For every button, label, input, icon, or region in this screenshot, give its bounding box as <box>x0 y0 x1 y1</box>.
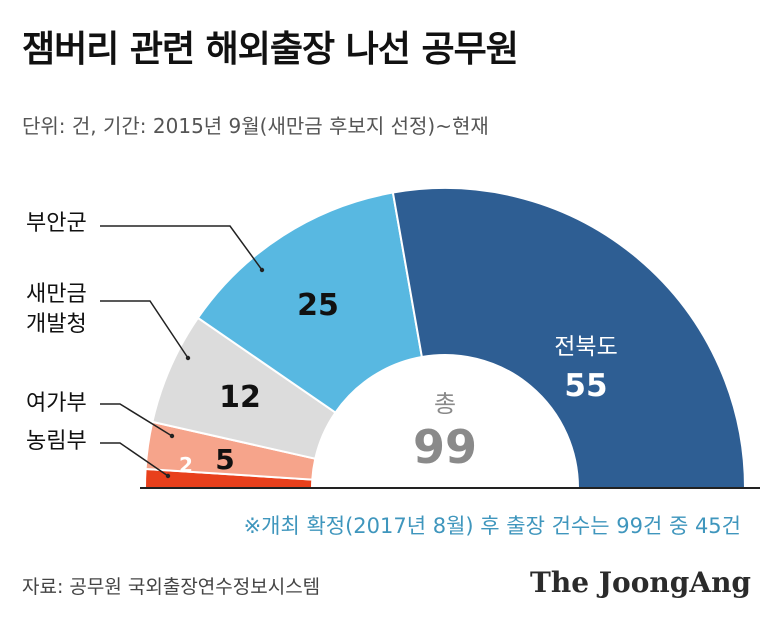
leader-line-nongrimbu <box>100 442 169 477</box>
value-label-saemangeum: 12 <box>219 380 261 415</box>
value-label-yeogabu: 5 <box>215 443 234 476</box>
slice-buan <box>196 191 424 414</box>
value-label-jeonbuk: 55 <box>564 368 607 404</box>
leader-dot-yeogabu <box>169 433 175 439</box>
chart-subtitle: 단위: 건, 기간: 2015년 9월(새만금 후보지 선정)~현재 <box>22 114 489 138</box>
value-label-nongrimbu: 2 <box>179 453 193 477</box>
value-label-buan: 25 <box>297 288 339 323</box>
category-label-saemangeum: 새만금 개발청 <box>26 282 87 337</box>
leader-dot-buan <box>259 267 265 273</box>
leader-dot-nongrimbu <box>165 473 171 479</box>
source-text: 자료: 공무원 국외출장연수정보시스템 <box>22 576 321 598</box>
center-total: 99 <box>413 420 477 474</box>
slice-label-jeonbuk: 전북도 <box>554 334 617 360</box>
leader-line-saemangeum <box>100 300 189 359</box>
brand-logo: The JoongAng <box>530 566 751 599</box>
leader-line-yeogabu <box>100 403 173 437</box>
center-label: 총 <box>434 390 456 418</box>
leader-dot-saemangeum <box>185 355 191 361</box>
chart-note: ※개최 확정(2017년 8월) 후 출장 건수는 99건 중 45건 <box>243 514 741 538</box>
category-label-nongrimbu: 농림부 <box>26 429 87 454</box>
chart-title: 잼버리 관련 해외출장 나선 공무원 <box>22 29 519 70</box>
slice-jeonbuk <box>391 187 747 489</box>
leader-line-buan <box>100 225 263 271</box>
category-label-buan: 부안군 <box>26 211 87 236</box>
category-label-yeogabu: 여가부 <box>26 391 87 416</box>
